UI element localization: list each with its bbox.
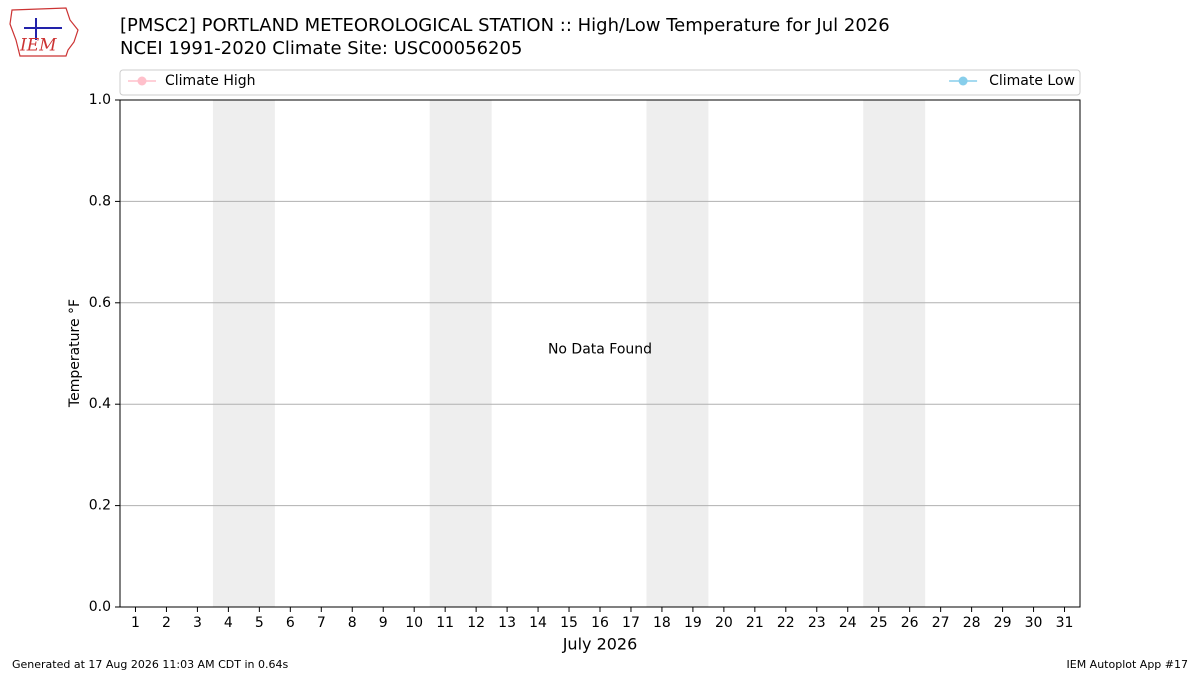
x-tick-label: 24 — [839, 615, 857, 631]
x-tick-label: 21 — [746, 615, 764, 631]
x-tick-label: 27 — [932, 615, 950, 631]
y-axis-label: Temperature °F — [67, 299, 83, 408]
chart-title: [PMSC2] PORTLAND METEOROLOGICAL STATION … — [120, 15, 890, 36]
x-tick-label: 9 — [379, 615, 388, 631]
weekend-shade — [646, 100, 709, 607]
annotation: No Data Found — [548, 342, 652, 358]
y-tick-label: 1.0 — [89, 92, 111, 108]
x-tick-label: 31 — [1056, 615, 1074, 631]
legend-label: Climate Low — [989, 73, 1075, 89]
x-tick-label: 30 — [1025, 615, 1043, 631]
x-tick-label: 20 — [715, 615, 733, 631]
legend-marker — [958, 76, 968, 86]
logo: IEM — [9, 7, 79, 57]
y-tick-label: 0.0 — [89, 599, 111, 615]
chart-subtitle: NCEI 1991-2020 Climate Site: USC00056205 — [120, 38, 522, 59]
x-tick-label: 10 — [405, 615, 423, 631]
legend-box — [119, 69, 1081, 96]
x-tick-label: 7 — [317, 615, 326, 631]
footer-left: Generated at 17 Aug 2026 11:03 AM CDT in… — [12, 658, 288, 671]
x-tick-label: 4 — [224, 615, 233, 631]
x-tick-label: 22 — [777, 615, 795, 631]
x-tick-label: 14 — [529, 615, 547, 631]
x-tick-label: 13 — [498, 615, 516, 631]
x-tick-label: 18 — [653, 615, 671, 631]
plot-frame — [119, 99, 1081, 608]
legend-marker — [137, 76, 147, 86]
x-tick-label: 16 — [591, 615, 609, 631]
x-tick-label: 8 — [348, 615, 357, 631]
x-tick-label: 12 — [467, 615, 485, 631]
y-tick-label: 0.4 — [89, 396, 111, 412]
weekend-shade — [863, 100, 926, 607]
legend-item: Climate High — [128, 73, 256, 89]
x-tick-label: 26 — [901, 615, 919, 631]
x-tick-label: 23 — [808, 615, 826, 631]
weekend-shade — [429, 100, 492, 607]
footer-right: IEM Autoplot App #17 — [1067, 658, 1189, 671]
legend-item: Climate Low — [949, 73, 1075, 89]
x-tick-label: 3 — [193, 615, 202, 631]
logo-outline — [9, 7, 79, 57]
x-tick-label: 1 — [131, 615, 140, 631]
x-tick-label: 28 — [963, 615, 981, 631]
x-tick-label: 17 — [622, 615, 640, 631]
weekend-shade — [212, 100, 275, 607]
legend-label: Climate High — [165, 73, 256, 89]
logo-text: IEM — [19, 36, 57, 56]
y-tick-label: 0.6 — [89, 295, 111, 311]
x-tick-label: 11 — [436, 615, 454, 631]
x-axis-label: July 2026 — [562, 635, 638, 654]
y-tick-label: 0.2 — [89, 498, 111, 514]
y-tick-label: 0.8 — [89, 193, 111, 209]
x-tick-label: 5 — [255, 615, 264, 631]
x-tick-label: 19 — [684, 615, 702, 631]
x-tick-label: 2 — [162, 615, 171, 631]
x-tick-label: 15 — [560, 615, 578, 631]
x-tick-label: 29 — [994, 615, 1012, 631]
x-tick-label: 6 — [286, 615, 295, 631]
x-tick-label: 25 — [870, 615, 888, 631]
